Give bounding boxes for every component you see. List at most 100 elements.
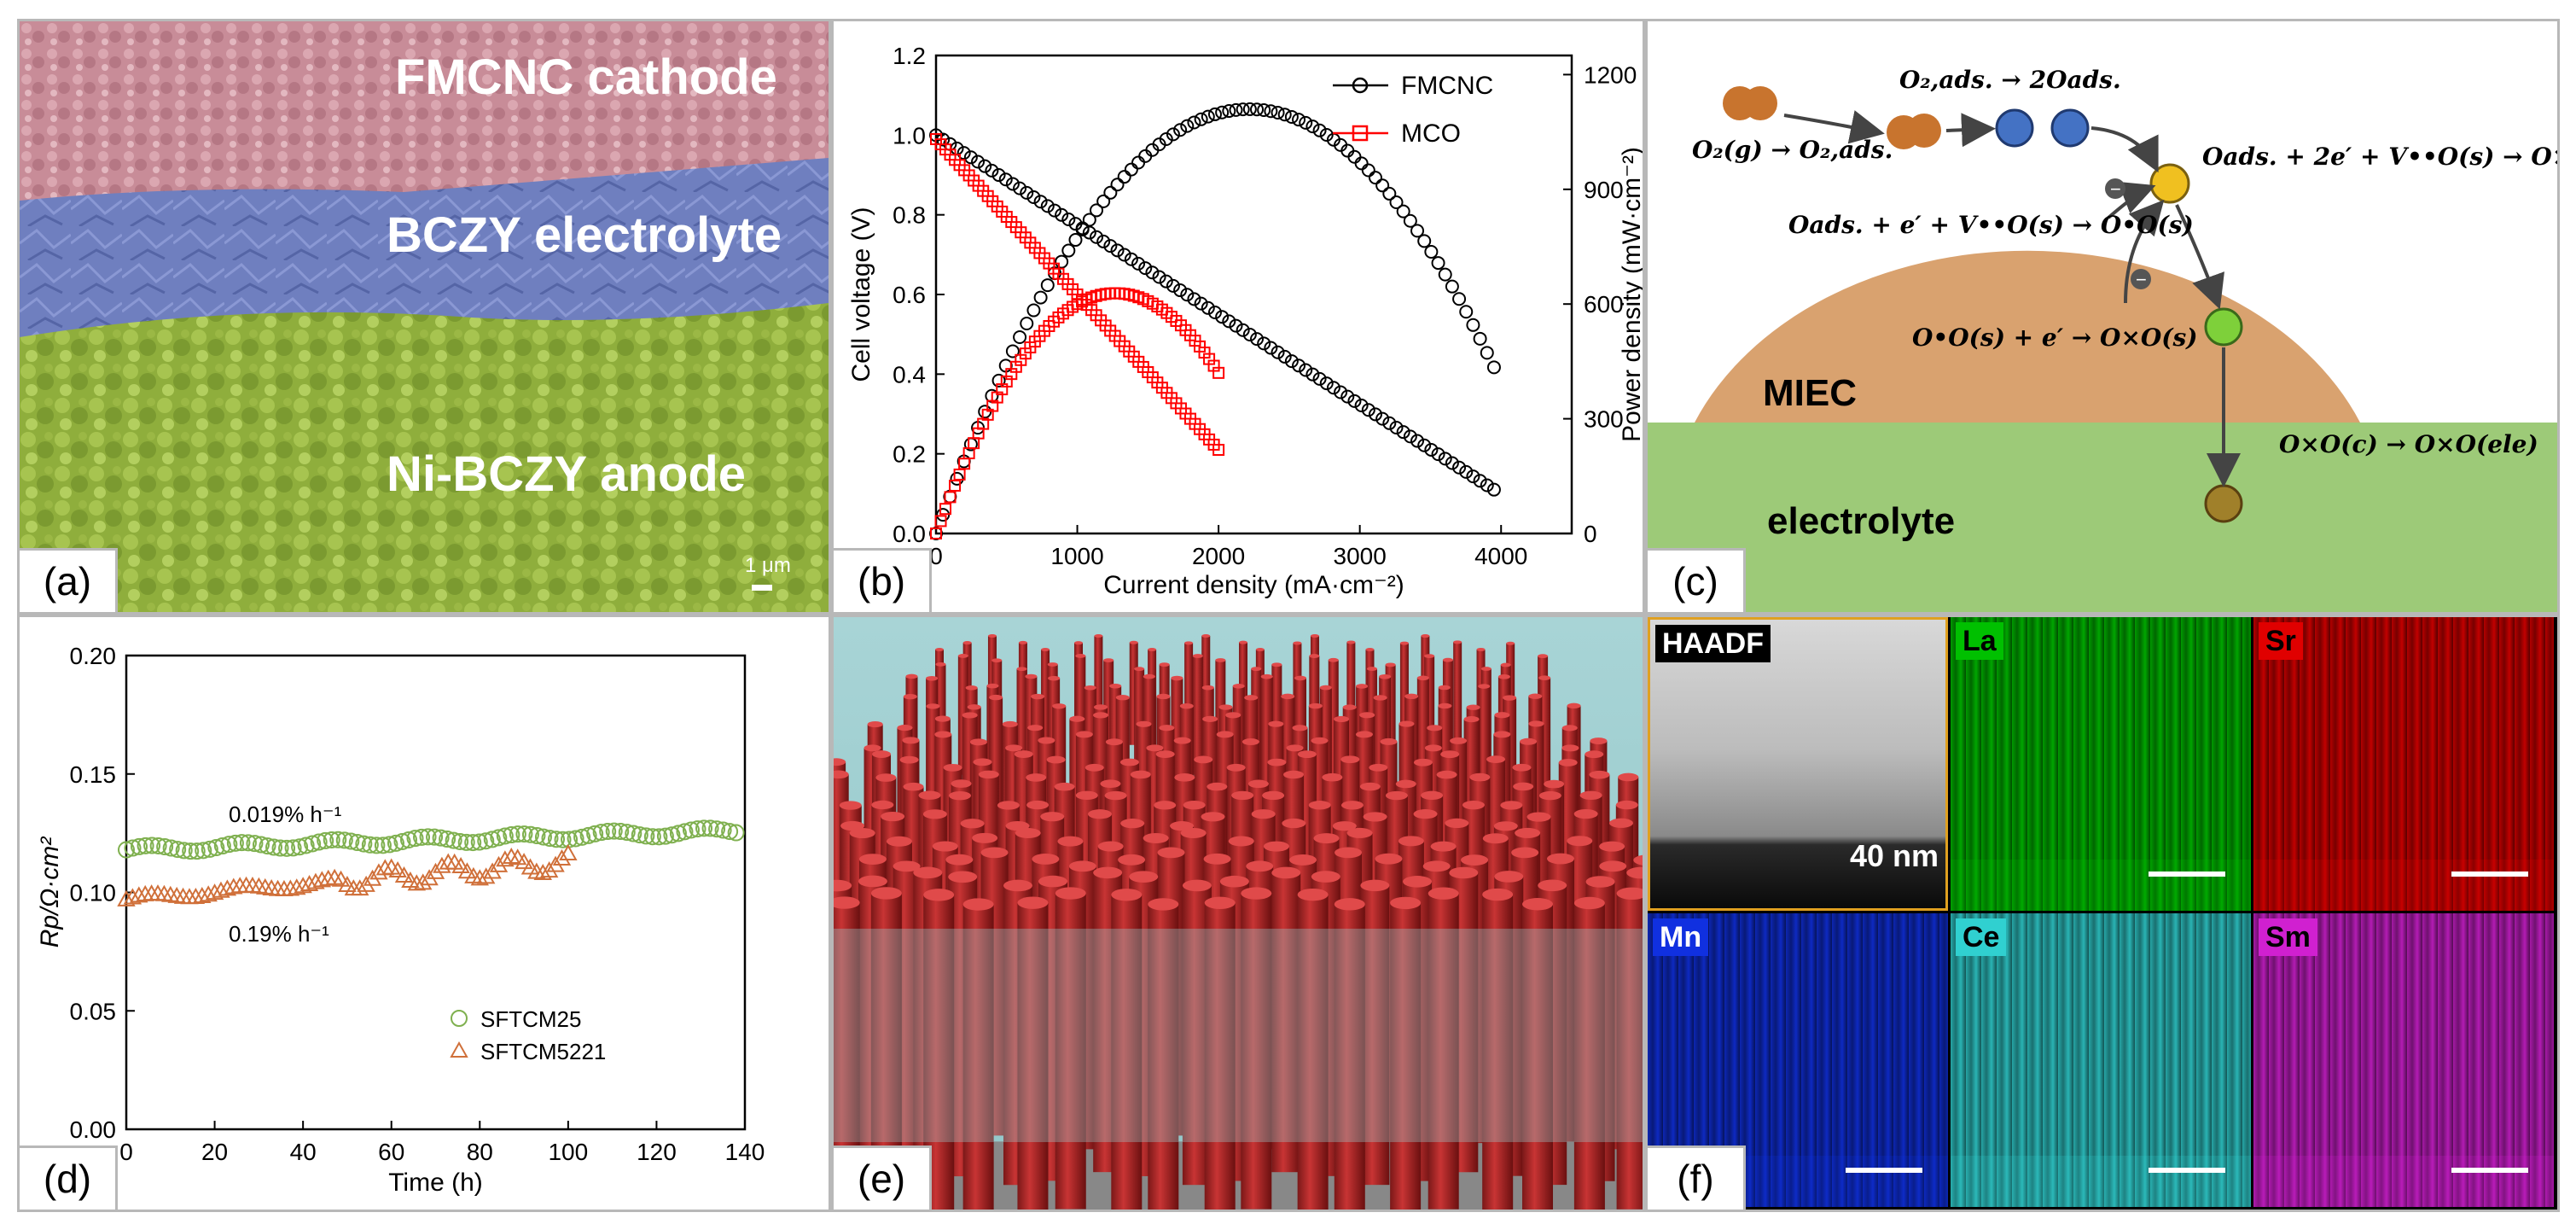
- nanopillar-top: [1215, 658, 1226, 662]
- nanopillar-top: [1154, 801, 1177, 810]
- nanopillar-top: [834, 896, 860, 909]
- power-point: [1187, 115, 1201, 130]
- matrix-overlay: [834, 929, 1643, 1142]
- nanopillar: [1360, 885, 1390, 1186]
- voltage-point: [1347, 393, 1362, 408]
- nanopillar-top: [1040, 812, 1065, 822]
- power-point: [1486, 360, 1501, 375]
- nanopillar-top: [1244, 695, 1259, 701]
- voltage-point: [1257, 336, 1271, 351]
- panel-a: FMCNC cathode BCZY electrolyte Ni-BCZY a…: [17, 19, 831, 615]
- nanopillar: [1055, 893, 1086, 1210]
- nanopillar-top: [973, 758, 992, 767]
- data-point: [721, 823, 739, 841]
- nanopillar-top: [1148, 898, 1179, 911]
- nanopillar-top: [1087, 809, 1112, 819]
- nanopillar-top: [1031, 693, 1045, 700]
- nanopillar-top: [1231, 790, 1254, 801]
- nanopillar-top: [1015, 827, 1041, 838]
- nanopillar-top: [1585, 876, 1615, 888]
- nanopillar-top: [1016, 667, 1027, 672]
- nanopillar: [1017, 902, 1049, 1210]
- nanopillar-top: [1203, 853, 1231, 865]
- y-tick-label: 0.20: [70, 643, 117, 669]
- nanopillar: [1573, 903, 1605, 1210]
- voltage-point: [1229, 318, 1243, 333]
- panel-label-f: (f): [1648, 1145, 1746, 1210]
- substrate-region: [1951, 860, 2251, 911]
- nanopillar-top: [1442, 657, 1453, 662]
- mechanism-diagram: MIEC electrolyte − − O₂(g) → O₂,ads. O₂,…: [1648, 66, 2557, 612]
- nanopillar-top: [1120, 819, 1145, 829]
- nanopillar-top: [1359, 782, 1381, 791]
- data-point: [520, 858, 540, 875]
- data-point: [374, 837, 392, 854]
- nanopillar: [1204, 902, 1236, 1210]
- data-point: [656, 827, 674, 845]
- x-tick-label: 40: [290, 1139, 317, 1165]
- power-point: [1271, 105, 1285, 120]
- data-point: [131, 837, 148, 855]
- legend-marker: [1352, 125, 1369, 142]
- nanopillar-top: [1260, 673, 1273, 679]
- power-point: [1124, 162, 1138, 177]
- nanopillar-top: [1017, 896, 1049, 909]
- nanopillar-top: [962, 898, 994, 911]
- nanopillar-top: [834, 879, 852, 892]
- nanopillar-top: [1500, 662, 1511, 667]
- nanopillar-top: [1225, 712, 1241, 719]
- nanopillar-top: [1626, 866, 1643, 879]
- nanopillar-top: [1084, 685, 1096, 691]
- nanopillar-top: [1453, 640, 1462, 644]
- nanopillar: [1390, 902, 1422, 1210]
- nanopillar-top: [1398, 720, 1415, 727]
- nanopillar-top: [1263, 841, 1289, 852]
- data-point: [143, 837, 161, 854]
- nanopillar-top: [1469, 772, 1491, 782]
- nanopillar-top: [1194, 755, 1213, 764]
- y2-tick-label: 600: [1584, 291, 1624, 318]
- voltage-point: [1375, 411, 1390, 426]
- nanopillar-top: [1421, 790, 1444, 801]
- nanopillar-top: [932, 841, 958, 852]
- nanopillar-top: [913, 866, 943, 879]
- data-point: [182, 842, 200, 860]
- data-point: [331, 870, 351, 887]
- nanopillar-top: [960, 819, 985, 829]
- nanopillar-top: [997, 801, 1020, 810]
- o-bulk-ion: [2204, 307, 2243, 347]
- nanopillar-top: [989, 694, 1003, 701]
- data-point: [393, 832, 411, 850]
- voltage-point: [1005, 177, 1020, 191]
- voltage-point: [1292, 359, 1306, 373]
- power-point: [1431, 256, 1445, 271]
- nanopillar: [1241, 893, 1272, 1210]
- voltage-point: [991, 168, 1006, 183]
- nanopillar-top: [1232, 684, 1245, 689]
- data-point: [212, 881, 230, 898]
- equation-incorporation: Oads. + 2e′ + V••O(s) → O×O(s): [2202, 143, 2557, 171]
- nanopillar-top: [1561, 725, 1578, 732]
- nanopillar-top: [1041, 647, 1050, 651]
- data-point: [387, 834, 404, 852]
- nanopillar-top: [1585, 750, 1604, 759]
- nanopillar-top: [923, 889, 955, 901]
- nanopillar-top: [1335, 847, 1363, 859]
- nanopillar: [1297, 895, 1329, 1210]
- cathode-label: FMCNC cathode: [395, 50, 777, 105]
- nanopillar-top: [1218, 704, 1233, 710]
- power-point: [1026, 303, 1041, 318]
- panel-c: MIEC electrolyte − − O₂(g) → O₂,ads. O₂,…: [1645, 19, 2560, 615]
- power-point: [1013, 329, 1027, 344]
- power-point: [1215, 105, 1230, 120]
- voltage-point: [1033, 195, 1048, 209]
- nanopillar-top: [1403, 876, 1433, 888]
- nanopillar-top: [1319, 685, 1332, 691]
- power-point: [930, 528, 942, 539]
- data-point: [599, 823, 617, 841]
- nanopillar-top: [1104, 790, 1127, 801]
- nanopillar-top: [1328, 657, 1339, 662]
- nanopillar-top: [1461, 854, 1489, 866]
- nanopillar-top: [1173, 737, 1191, 744]
- y-tick-label: 0.00: [70, 1116, 117, 1143]
